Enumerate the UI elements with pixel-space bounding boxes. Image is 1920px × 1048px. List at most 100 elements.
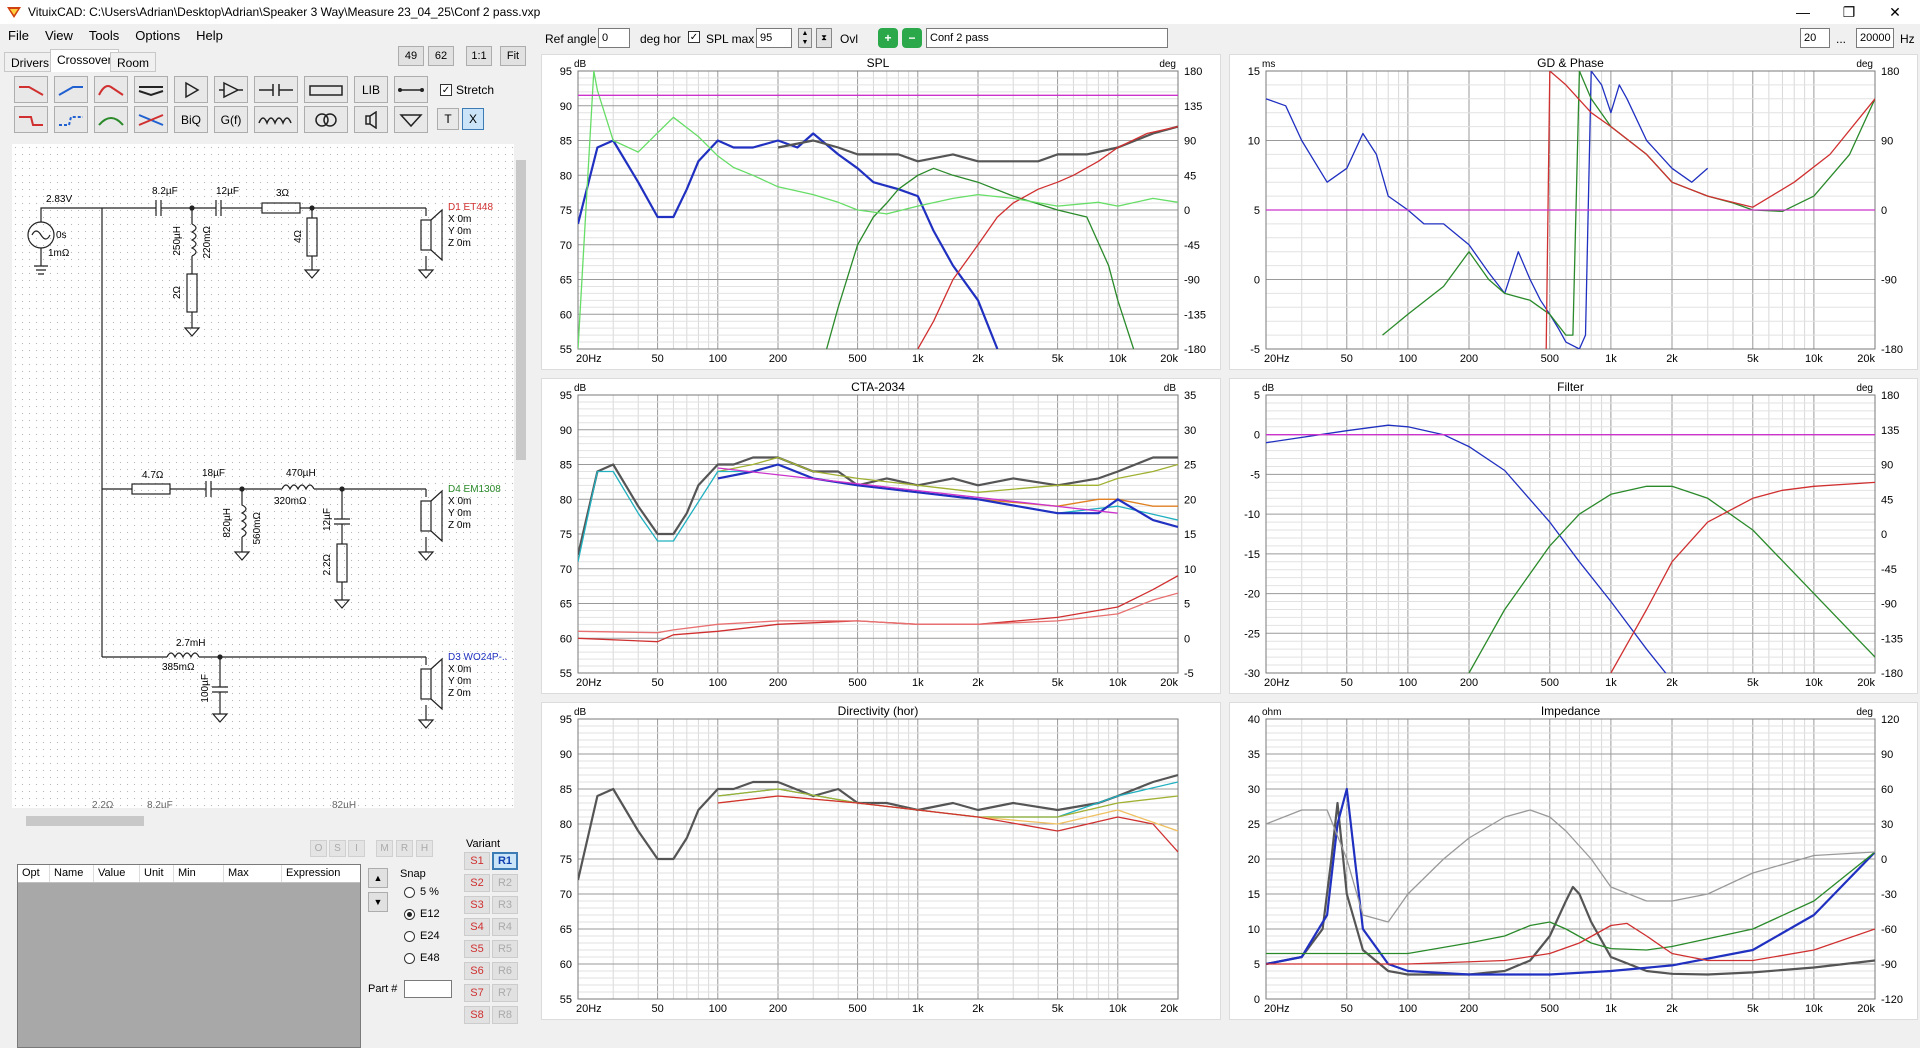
t-button[interactable]: T [437,108,459,130]
inductor-button[interactable] [254,106,298,133]
menu-view[interactable]: View [44,27,73,43]
l3-resistance[interactable]: 560mΩ [252,512,263,545]
auto-scale-button[interactable]: ⧗ [816,28,832,48]
variant-r2[interactable]: R2 [492,874,518,892]
source-voltage[interactable]: 2.83V [46,194,73,205]
variant-r8[interactable]: R8 [492,1006,518,1024]
resistor-button[interactable] [304,76,348,103]
minimize-button[interactable]: — [1796,4,1810,20]
overlay-add-button[interactable]: + [878,28,898,48]
directivity-chart[interactable]: Directivity (hor) dB 95 90 85 80 75 70 65 60 55 20H… [541,702,1221,1020]
opt-i-button[interactable]: I [348,840,365,857]
variant-s7[interactable]: S7 [464,984,490,1002]
spl-chart[interactable]: SPL dB deg 95 90 85 80 75 70 65 60 55 180 135 90 45 0 -45… [541,54,1221,370]
driver-d3[interactable]: D3 WO24P-.. X 0m Y 0m Z 0m [448,652,507,700]
source-resistance[interactable]: 1mΩ [48,248,70,259]
play-button[interactable] [174,76,208,103]
variant-r3[interactable]: R3 [492,896,518,914]
biquad-button[interactable]: BiQ [174,106,208,133]
r2-value[interactable]: 2Ω [172,286,183,300]
l4-resistance[interactable]: 385mΩ [162,662,195,673]
filter-chart[interactable]: Filter dB deg 5 0 -5 -10 -15 -20 -25 -30 180 135 90 45… [1229,378,1918,694]
wire-button[interactable] [394,76,428,103]
c2-value[interactable]: 12µF [216,186,239,197]
variant-r1[interactable]: R1 [492,852,518,870]
variant-s3[interactable]: S3 [464,896,490,914]
driver-d4[interactable]: D4 EM1308 X 0m Y 0m Z 0m [448,484,501,532]
zoom-49-button[interactable]: 49 [398,46,424,66]
capacitor-button[interactable] [254,76,298,103]
l1-value[interactable]: 250µH [172,226,183,256]
variant-s6[interactable]: S6 [464,962,490,980]
menu-file[interactable]: File [8,27,29,43]
tab-drivers[interactable]: Drivers [4,52,56,72]
opt-r-button[interactable]: R [396,840,413,857]
snap-e24-radio[interactable]: E24 [404,930,440,942]
menu-tools[interactable]: Tools [88,27,120,43]
c4-value[interactable]: 12µF [322,508,333,531]
l4-value[interactable]: 2.7mH [176,638,206,649]
variant-r6[interactable]: R6 [492,962,518,980]
driver-d1[interactable]: D1 ET448 X 0m Y 0m Z 0m [448,202,493,250]
highpass-2-button[interactable] [54,106,88,133]
zoom-1-1-button[interactable]: 1:1 [466,46,492,66]
ref-angle-input[interactable]: 0 [598,28,630,48]
move-down-button[interactable]: ▼ [368,892,388,912]
variant-r7[interactable]: R7 [492,984,518,1002]
c1-value[interactable]: 8.2µF [152,186,178,197]
amplifier-button[interactable] [214,76,248,103]
notch-button[interactable] [134,76,168,103]
variant-r4[interactable]: R4 [492,918,518,936]
r1-value[interactable]: 3Ω [276,188,290,199]
l2-value[interactable]: 470µH [286,468,316,479]
schematic-vertical-scrollbar[interactable] [514,144,528,814]
close-button[interactable]: ✕ [1889,3,1901,20]
overlay-name-input[interactable]: Conf 2 pass [926,28,1168,48]
cta-2034-chart[interactable]: CTA-2034 dB dB 95 90 85 80 75 70 65 60 55 35 30 25 20 15… [541,378,1221,694]
snap-5-radio[interactable]: 5 % [404,886,439,898]
horizontal-scroll-thumb[interactable] [26,816,144,826]
variant-s2[interactable]: S2 [464,874,490,892]
menu-options[interactable]: Options [135,27,181,43]
driver-button[interactable] [354,106,388,133]
spl-max-checkbox[interactable]: ✓ [688,31,700,43]
transformer-button[interactable] [304,106,348,133]
variant-s4[interactable]: S4 [464,918,490,936]
lowpass-2-button[interactable] [14,106,48,133]
tab-room[interactable]: Room [110,52,157,72]
opt-m-button[interactable]: M [376,840,393,857]
zoom-62-button[interactable]: 62 [428,46,454,66]
opt-s-button[interactable]: S [329,840,346,857]
r3-value[interactable]: 4Ω [293,230,304,244]
snap-e48-radio[interactable]: E48 [404,952,440,964]
freq-max-input[interactable]: 20000 [1856,28,1894,48]
variant-s5[interactable]: S5 [464,940,490,958]
restore-button[interactable]: ❐ [1842,3,1856,20]
c5-value[interactable]: 100µF [200,674,211,703]
highpass-blue-button[interactable] [54,76,88,103]
schematic-horizontal-scrollbar[interactable] [12,814,518,828]
vertical-scroll-thumb[interactable] [516,160,526,460]
overlay-remove-button[interactable]: − [902,28,922,48]
tab-crossover[interactable]: Crossover [50,49,119,72]
freq-min-input[interactable]: 20 [1800,28,1830,48]
crossover-button[interactable] [134,106,168,133]
lib-button[interactable]: LIB [354,76,388,103]
spl-spinner[interactable]: ▲ ▼ [798,28,812,48]
menu-help[interactable]: Help [196,27,223,43]
l1-resistance[interactable]: 220mΩ [202,226,213,259]
x-button[interactable]: X [462,108,484,130]
variant-s1[interactable]: S1 [464,852,490,870]
move-up-button[interactable]: ▲ [368,868,388,888]
zoom-fit-button[interactable]: Fit [500,46,526,66]
impedance-chart[interactable]: Impedance ohm deg 40 35 30 25 20 15 10 5 0 120 90 60 30… [1229,702,1918,1020]
source-delay[interactable]: 0s [56,230,67,241]
gf-button[interactable]: G(f) [214,106,248,133]
optimizer-table[interactable]: Opt Name Value Unit Min Max Expression [17,864,361,1048]
l2-resistance[interactable]: 320mΩ [274,496,307,507]
c3-value[interactable]: 18µF [202,468,225,479]
opt-o-button[interactable]: O [310,840,327,857]
r5-value[interactable]: 2.2Ω [322,554,333,576]
snap-e12-radio[interactable]: E12 [404,908,440,920]
lowpass-red-button[interactable] [14,76,48,103]
